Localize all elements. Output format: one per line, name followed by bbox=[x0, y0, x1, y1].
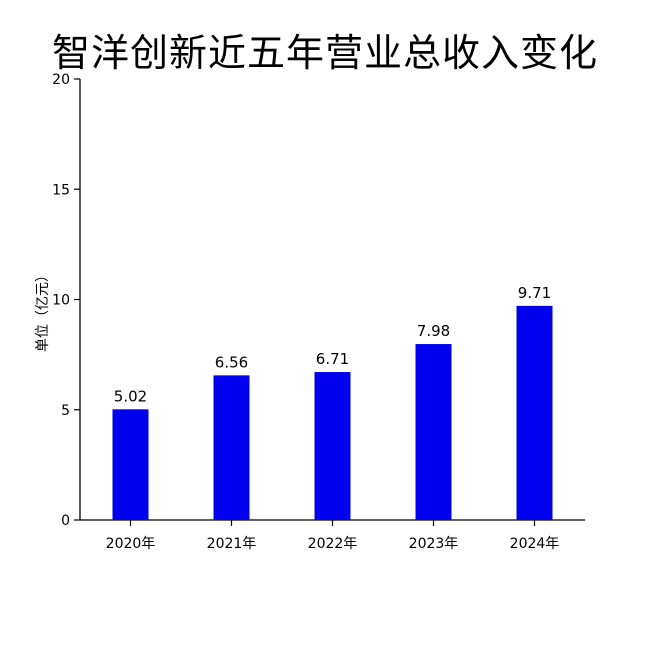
x-axis: 2020年 2021年 2022年 2023年 2024年 bbox=[80, 519, 585, 552]
data-label: 6.56 bbox=[215, 353, 248, 371]
bar bbox=[314, 372, 351, 520]
bar bbox=[112, 409, 149, 520]
value-labels: 5.02 6.56 6.71 7.98 9.71 bbox=[114, 284, 551, 405]
bar bbox=[516, 305, 553, 520]
x-tick-label: 2020年 bbox=[106, 536, 156, 552]
y-tick-label: 0 bbox=[61, 513, 70, 529]
chart-title: 智洋创新近五年营业总收入变化 bbox=[51, 31, 598, 75]
x-tick-label: 2021年 bbox=[207, 536, 257, 552]
data-label: 6.71 bbox=[316, 350, 349, 368]
y-axis: 0 5 10 15 20 bbox=[52, 72, 81, 529]
data-label: 9.71 bbox=[518, 284, 551, 302]
data-label: 5.02 bbox=[114, 387, 147, 405]
y-tick-label: 15 bbox=[52, 182, 70, 198]
bars bbox=[112, 305, 553, 520]
y-tick-label: 10 bbox=[52, 293, 70, 309]
x-tick-label: 2024年 bbox=[510, 536, 560, 552]
x-tick-label: 2023年 bbox=[409, 536, 459, 552]
x-tick-label: 2022年 bbox=[308, 536, 358, 552]
bar bbox=[213, 375, 250, 520]
y-tick-label: 20 bbox=[52, 72, 70, 88]
bar bbox=[415, 344, 452, 520]
y-tick-label: 5 bbox=[61, 403, 70, 419]
data-label: 7.98 bbox=[417, 322, 450, 340]
y-axis-title: 单位（亿元） bbox=[35, 268, 51, 352]
